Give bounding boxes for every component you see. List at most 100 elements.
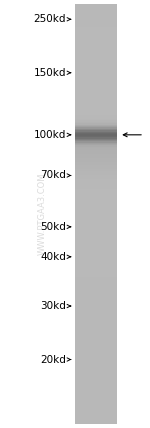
- Bar: [75, 210, 117, 211]
- Bar: [75, 89, 117, 91]
- Bar: [75, 331, 117, 333]
- Bar: [75, 4, 77, 424]
- Bar: [75, 277, 117, 278]
- Bar: [75, 202, 117, 203]
- Bar: [75, 308, 117, 309]
- Bar: [75, 91, 117, 92]
- Bar: [75, 394, 117, 396]
- Bar: [75, 49, 117, 51]
- Bar: [75, 278, 117, 280]
- Bar: [75, 172, 117, 174]
- Bar: [75, 109, 117, 110]
- Bar: [75, 25, 117, 27]
- Bar: [75, 333, 117, 334]
- Bar: [75, 220, 117, 223]
- Bar: [75, 92, 117, 94]
- Bar: [75, 68, 117, 70]
- Bar: [75, 178, 117, 181]
- Bar: [75, 270, 117, 273]
- Bar: [75, 401, 117, 403]
- Bar: [75, 354, 117, 357]
- Bar: [75, 343, 117, 344]
- Bar: [75, 94, 117, 95]
- Bar: [75, 270, 117, 271]
- Bar: [75, 27, 117, 28]
- Bar: [75, 375, 117, 377]
- Bar: [75, 360, 117, 361]
- Bar: [75, 67, 117, 68]
- Bar: [75, 394, 117, 396]
- Bar: [75, 60, 117, 62]
- Bar: [75, 31, 117, 32]
- Bar: [75, 144, 117, 146]
- Bar: [75, 256, 117, 258]
- Bar: [75, 148, 117, 150]
- Bar: [75, 337, 117, 339]
- Bar: [75, 104, 117, 105]
- Bar: [75, 235, 117, 237]
- Bar: [75, 193, 117, 194]
- Bar: [75, 375, 117, 376]
- Bar: [75, 384, 117, 386]
- Bar: [75, 298, 117, 300]
- Bar: [75, 361, 117, 363]
- Bar: [75, 84, 117, 85]
- Bar: [75, 155, 117, 157]
- Bar: [75, 35, 117, 36]
- Bar: [75, 136, 117, 137]
- Bar: [75, 382, 117, 383]
- Bar: [75, 56, 117, 57]
- Text: 20kd: 20kd: [40, 354, 66, 365]
- Bar: [75, 247, 117, 249]
- Bar: [75, 326, 117, 327]
- Bar: [75, 65, 117, 67]
- Bar: [75, 32, 117, 34]
- Bar: [75, 218, 117, 220]
- Bar: [75, 257, 117, 259]
- Bar: [75, 163, 117, 165]
- Bar: [75, 245, 117, 246]
- Bar: [75, 210, 117, 211]
- Bar: [75, 56, 117, 57]
- Bar: [75, 398, 117, 401]
- Bar: [75, 231, 117, 232]
- Bar: [75, 161, 117, 162]
- Bar: [75, 21, 117, 23]
- Bar: [75, 183, 117, 184]
- Bar: [75, 281, 117, 282]
- Bar: [75, 365, 117, 366]
- Bar: [75, 101, 117, 102]
- Bar: [75, 283, 117, 285]
- Bar: [75, 256, 117, 257]
- Bar: [75, 141, 117, 143]
- Bar: [75, 285, 117, 287]
- Bar: [75, 204, 117, 205]
- Bar: [75, 132, 117, 134]
- Bar: [75, 310, 117, 312]
- Bar: [75, 24, 117, 25]
- Bar: [75, 81, 117, 83]
- Bar: [75, 28, 117, 30]
- Bar: [75, 213, 117, 214]
- Bar: [75, 102, 117, 104]
- Bar: [75, 225, 117, 226]
- Bar: [75, 163, 117, 165]
- Bar: [75, 281, 117, 283]
- Bar: [75, 154, 117, 155]
- Bar: [75, 217, 117, 218]
- Bar: [75, 27, 117, 30]
- Bar: [75, 350, 117, 352]
- Text: WWW.PTGAA3.COM: WWW.PTGAA3.COM: [38, 173, 46, 255]
- Bar: [75, 69, 117, 71]
- Bar: [75, 9, 117, 10]
- Bar: [75, 242, 117, 244]
- Bar: [75, 97, 117, 99]
- Bar: [75, 73, 117, 74]
- Bar: [75, 30, 117, 32]
- Bar: [75, 193, 117, 195]
- Bar: [75, 171, 117, 172]
- Bar: [75, 302, 117, 303]
- Bar: [75, 419, 117, 422]
- Bar: [75, 115, 117, 116]
- Bar: [75, 298, 117, 299]
